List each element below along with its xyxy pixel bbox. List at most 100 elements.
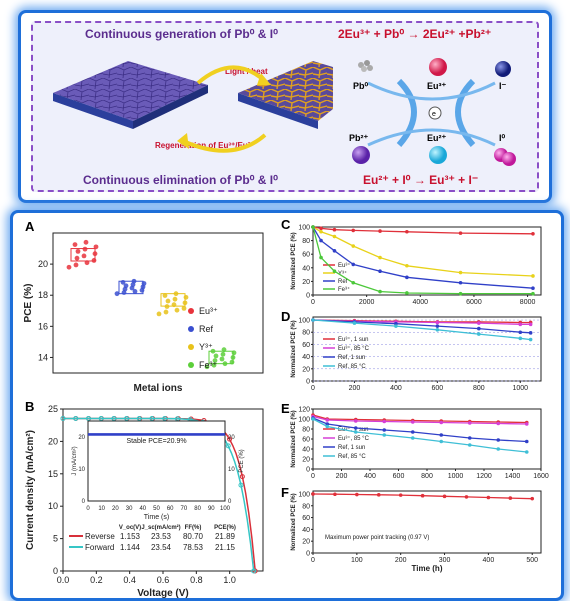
forward-arrow xyxy=(196,65,267,85)
ytick-label-c: 100 xyxy=(298,225,310,232)
xlabel-f: Time (h) xyxy=(412,564,443,573)
regeneration-arrow xyxy=(182,133,267,153)
series-point-c-0 xyxy=(531,232,535,236)
xtick-label-d: 0 xyxy=(311,385,315,392)
panel-label-e: E xyxy=(281,401,290,416)
series-point-c-0 xyxy=(378,229,382,233)
inset-xtick: 70 xyxy=(181,506,188,512)
legend-label-e-2: Ref, 1 sun xyxy=(338,445,365,451)
data-point-2 xyxy=(172,296,178,302)
panel-label-b: B xyxy=(25,399,35,414)
data-point-0 xyxy=(82,246,88,252)
series-point-d-2 xyxy=(518,330,523,335)
xtick-label-e: 1000 xyxy=(448,473,464,480)
data-point-2 xyxy=(162,293,168,298)
panel-label-f: F xyxy=(281,485,289,500)
xtick-label-e: 800 xyxy=(421,473,433,480)
series-point-f-0 xyxy=(376,493,381,497)
series-point-d-3 xyxy=(435,328,440,332)
series-line-c-3 xyxy=(312,226,533,295)
legend-marker-a-3 xyxy=(188,362,194,368)
ytick-label-f: 40 xyxy=(302,527,310,534)
xtick-label-f: 500 xyxy=(526,557,538,564)
series-point-c-2 xyxy=(351,262,356,267)
series-point-c-1 xyxy=(458,270,463,275)
data-point-2 xyxy=(183,294,189,300)
inset-xtick: 90 xyxy=(208,506,215,512)
pristine-film xyxy=(53,61,208,129)
series-point-d-2 xyxy=(435,324,440,328)
jv-point-1 xyxy=(149,415,155,421)
series-point-c-3 xyxy=(311,225,315,229)
ytick-label-c: 20 xyxy=(302,279,310,286)
pb0-particle xyxy=(358,60,373,72)
series-point-f-0 xyxy=(311,492,315,496)
inset-xtick: 0 xyxy=(86,506,90,512)
ff-value-1: 78.53 xyxy=(183,543,204,552)
ytick-label-b: 15 xyxy=(48,469,58,479)
ytick-label-e: 0 xyxy=(306,467,310,474)
xtick-label-b: 0.2 xyxy=(90,575,103,585)
jv-point-1 xyxy=(111,415,117,421)
legend-label-e-1: Eu³⁺, 85 °C xyxy=(338,435,370,442)
series-point-d-1 xyxy=(477,321,481,325)
series-point-c-0 xyxy=(405,229,409,234)
series-point-c-2 xyxy=(332,249,337,253)
ylabel-f: Normalized PCE (%) xyxy=(291,493,297,550)
xtick-label-f: 100 xyxy=(351,557,363,564)
ytick-label-d: 80 xyxy=(302,330,310,337)
ytick-label-e: 100 xyxy=(298,417,310,424)
ytick-label-d: 100 xyxy=(298,318,310,325)
jsc-value-1: 23.54 xyxy=(151,543,172,552)
series-point-e-2 xyxy=(325,422,330,426)
ytick-label-f: 100 xyxy=(298,491,310,498)
data-point-2 xyxy=(174,307,180,313)
ytick-label-a: 18 xyxy=(38,290,48,300)
series-point-d-3 xyxy=(528,337,533,342)
inset-ytick-right: 0 xyxy=(228,499,232,505)
ylabel-b: Current density (mA/cm²) xyxy=(25,430,36,550)
equation-top: 2Eu³⁺ + Pb⁰ → 2Eu²⁺ +Pb²⁺ xyxy=(338,27,492,41)
series-point-e-2 xyxy=(439,433,444,437)
series-point-e-3 xyxy=(353,430,358,434)
data-point-0 xyxy=(72,242,78,247)
series-point-e-3 xyxy=(467,443,472,447)
degraded-film xyxy=(238,61,333,129)
svg-text:e: e xyxy=(432,111,436,118)
inset-xlabel: Time (s) xyxy=(144,514,169,521)
xtick-label-f: 400 xyxy=(483,557,495,564)
legend-label-d-1: Eu³⁺, 85 °C xyxy=(338,345,370,352)
series-point-c-3 xyxy=(458,291,463,296)
eu3-ion xyxy=(429,58,447,76)
series-point-e-1 xyxy=(353,419,358,423)
series-point-c-0 xyxy=(351,228,356,233)
legend-label-a-3: Fe³⁺ xyxy=(199,360,218,370)
data-point-3 xyxy=(213,353,219,359)
jv-point-1 xyxy=(124,415,130,421)
xtick-label-e: 200 xyxy=(336,473,348,480)
data-point-0 xyxy=(75,248,81,254)
series-point-c-0 xyxy=(332,227,337,232)
eu2-ion xyxy=(429,146,447,164)
series-point-c-3 xyxy=(531,291,535,296)
legend-label-d-3: Ref, 85 °C xyxy=(338,364,366,370)
xtick-label-f: 300 xyxy=(439,557,451,564)
xtick-label-e: 400 xyxy=(364,473,376,480)
series-point-d-3 xyxy=(394,324,398,328)
pce-value-0: 21.89 xyxy=(215,532,236,541)
equation-bottom: Eu²⁺ + I⁰ → Eu³⁺ + I⁻ xyxy=(363,173,479,187)
jsc-value-0: 23.53 xyxy=(151,532,172,541)
series-point-c-3 xyxy=(378,289,382,294)
ytick-label-b: 10 xyxy=(48,501,58,511)
elimination-title: Continuous elimination of Pb⁰ & I⁰ xyxy=(83,173,278,187)
series-point-c-2 xyxy=(319,238,323,243)
table-header-3: PCE(%) xyxy=(214,525,236,531)
series-point-d-2 xyxy=(528,331,533,335)
data-point-3 xyxy=(212,358,218,363)
jv-point-1 xyxy=(238,482,244,488)
series-point-c-1 xyxy=(319,229,323,234)
xtick-label-b: 0.8 xyxy=(190,575,203,585)
i0-particle xyxy=(494,148,516,166)
xtick-label-b: 0.0 xyxy=(57,575,70,585)
legend-label-a-0: Eu³⁺ xyxy=(199,306,218,316)
